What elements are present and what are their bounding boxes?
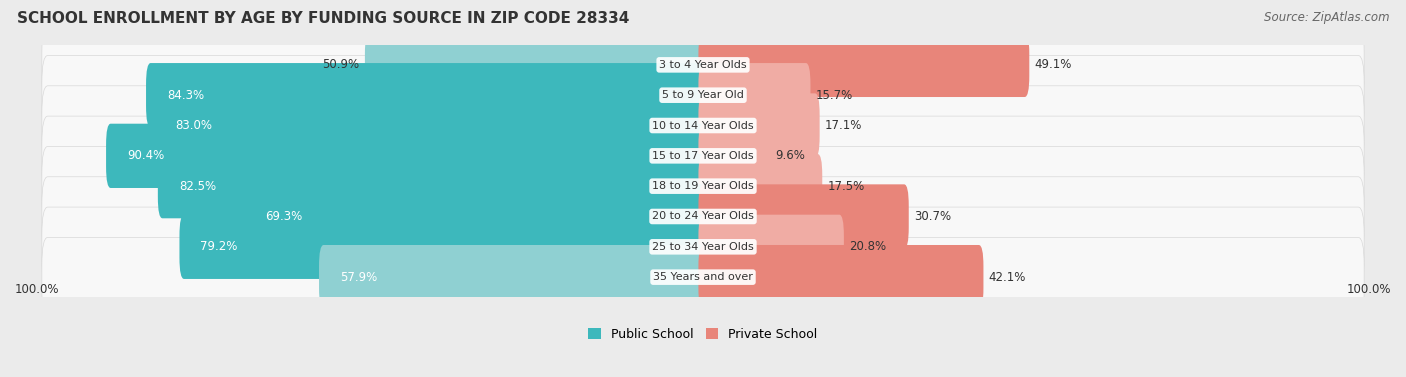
Text: 49.1%: 49.1% bbox=[1035, 58, 1071, 71]
Legend: Public School, Private School: Public School, Private School bbox=[583, 323, 823, 346]
Text: 5 to 9 Year Old: 5 to 9 Year Old bbox=[662, 90, 744, 100]
Text: 9.6%: 9.6% bbox=[776, 149, 806, 162]
Text: 15 to 17 Year Olds: 15 to 17 Year Olds bbox=[652, 151, 754, 161]
Text: 69.3%: 69.3% bbox=[266, 210, 302, 223]
Text: 3 to 4 Year Olds: 3 to 4 Year Olds bbox=[659, 60, 747, 70]
Text: 83.0%: 83.0% bbox=[176, 119, 212, 132]
Text: 100.0%: 100.0% bbox=[15, 283, 59, 296]
Text: 25 to 34 Year Olds: 25 to 34 Year Olds bbox=[652, 242, 754, 252]
FancyBboxPatch shape bbox=[699, 93, 820, 158]
Text: 90.4%: 90.4% bbox=[127, 149, 165, 162]
Text: 50.9%: 50.9% bbox=[322, 58, 360, 71]
FancyBboxPatch shape bbox=[42, 86, 1364, 165]
Text: 35 Years and over: 35 Years and over bbox=[652, 272, 754, 282]
Text: 17.5%: 17.5% bbox=[828, 180, 865, 193]
FancyBboxPatch shape bbox=[699, 245, 983, 309]
FancyBboxPatch shape bbox=[42, 55, 1364, 135]
FancyBboxPatch shape bbox=[699, 154, 823, 218]
Text: 82.5%: 82.5% bbox=[179, 180, 217, 193]
Text: 57.9%: 57.9% bbox=[340, 271, 377, 284]
FancyBboxPatch shape bbox=[319, 245, 707, 309]
FancyBboxPatch shape bbox=[42, 116, 1364, 196]
FancyBboxPatch shape bbox=[105, 124, 707, 188]
Text: SCHOOL ENROLLMENT BY AGE BY FUNDING SOURCE IN ZIP CODE 28334: SCHOOL ENROLLMENT BY AGE BY FUNDING SOUR… bbox=[17, 11, 630, 26]
FancyBboxPatch shape bbox=[180, 215, 707, 279]
Text: 20 to 24 Year Olds: 20 to 24 Year Olds bbox=[652, 211, 754, 222]
FancyBboxPatch shape bbox=[42, 207, 1364, 287]
FancyBboxPatch shape bbox=[699, 33, 1029, 97]
Text: 100.0%: 100.0% bbox=[1347, 283, 1391, 296]
FancyBboxPatch shape bbox=[146, 63, 707, 127]
FancyBboxPatch shape bbox=[699, 124, 770, 188]
Text: 42.1%: 42.1% bbox=[988, 271, 1026, 284]
FancyBboxPatch shape bbox=[699, 63, 810, 127]
Text: 84.3%: 84.3% bbox=[167, 89, 204, 102]
Text: 18 to 19 Year Olds: 18 to 19 Year Olds bbox=[652, 181, 754, 191]
Text: Source: ZipAtlas.com: Source: ZipAtlas.com bbox=[1264, 11, 1389, 24]
FancyBboxPatch shape bbox=[42, 238, 1364, 317]
FancyBboxPatch shape bbox=[245, 184, 707, 249]
FancyBboxPatch shape bbox=[42, 146, 1364, 226]
FancyBboxPatch shape bbox=[42, 177, 1364, 256]
FancyBboxPatch shape bbox=[42, 25, 1364, 104]
FancyBboxPatch shape bbox=[699, 184, 908, 249]
Text: 10 to 14 Year Olds: 10 to 14 Year Olds bbox=[652, 121, 754, 130]
Text: 15.7%: 15.7% bbox=[815, 89, 853, 102]
FancyBboxPatch shape bbox=[157, 154, 707, 218]
Text: 30.7%: 30.7% bbox=[914, 210, 950, 223]
Text: 20.8%: 20.8% bbox=[849, 240, 886, 253]
FancyBboxPatch shape bbox=[699, 215, 844, 279]
Text: 79.2%: 79.2% bbox=[201, 240, 238, 253]
FancyBboxPatch shape bbox=[155, 93, 707, 158]
FancyBboxPatch shape bbox=[366, 33, 707, 97]
Text: 17.1%: 17.1% bbox=[825, 119, 862, 132]
